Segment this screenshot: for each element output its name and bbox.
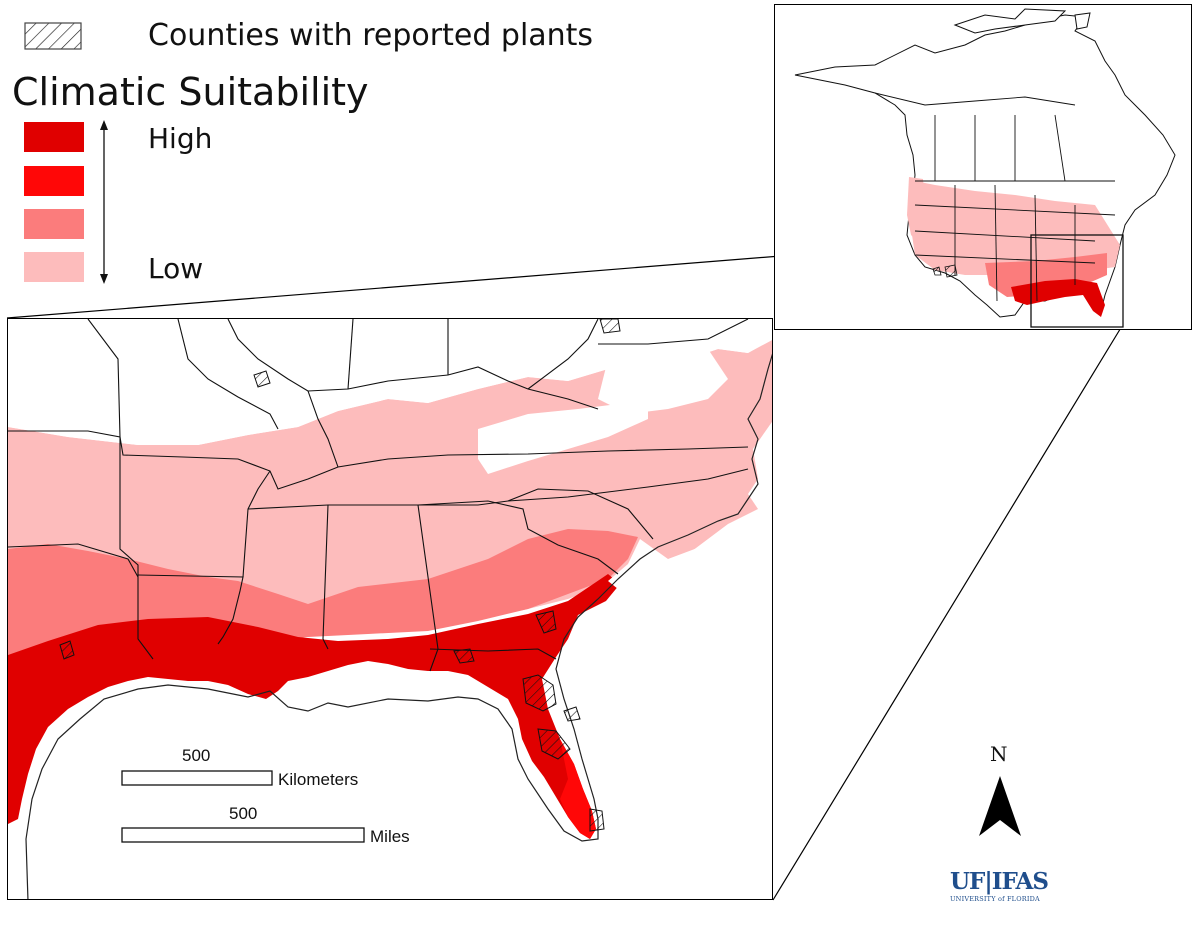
coastlines: [25, 353, 772, 899]
inset-map-canvas: [794, 8, 1176, 328]
logo-sub-text: UNIVERSITY of FLORIDA: [950, 895, 1040, 903]
uf-ifas-logo: UF|IFAS UNIVERSITY of FLORIDA: [950, 868, 1050, 908]
atlantic-ocean: [600, 474, 772, 899]
inset-extent-box: [1030, 234, 1124, 328]
reported-counties: [59, 319, 621, 832]
scale-km-unit: Kilometers: [278, 770, 359, 789]
hatch-legend-label: Counties with reported plants: [148, 18, 594, 53]
north-letter: N: [990, 742, 1008, 766]
scale-km-value: 500: [182, 746, 211, 765]
legend-swatch-low: [24, 252, 84, 282]
appalachian-gap: [478, 399, 648, 474]
inset-reported-county: [944, 264, 958, 278]
arctic-islands: [953, 8, 1067, 34]
inset-borders: [874, 92, 1116, 302]
inset-map-north-america[interactable]: [774, 4, 1192, 330]
reported-county: [563, 706, 581, 722]
unsuitable-north: [8, 319, 772, 445]
reported-county: [522, 674, 557, 712]
legend-swatch-highest: [24, 122, 84, 152]
reported-county: [599, 319, 621, 334]
virginia-gap: [598, 349, 728, 414]
scale-bar-mi: [121, 827, 365, 843]
main-map-southeast-us[interactable]: [7, 318, 773, 900]
gulf-of-mexico: [28, 687, 608, 899]
inset-reported-county: [932, 266, 942, 276]
inset-low: [909, 181, 1120, 275]
legend-gradient-arrow: [100, 120, 108, 284]
greenland-edge: [1074, 12, 1091, 30]
legend-high-label: High: [148, 122, 213, 155]
inset-highest: [1011, 279, 1105, 317]
reported-county: [453, 648, 475, 664]
north-arrow-icon: [979, 776, 1021, 836]
inset-west-coast: [907, 177, 925, 241]
hatch-legend-swatch: [24, 22, 82, 50]
legend-swatch-high: [24, 166, 84, 196]
reported-county: [253, 370, 271, 388]
legend-title: Climatic Suitability: [12, 70, 369, 114]
reported-county: [589, 808, 605, 832]
suitability-zone-highest: [8, 574, 620, 839]
suitability-zone-high: [560, 739, 596, 839]
legend-low-label: Low: [148, 252, 204, 285]
scale-bar-km: [121, 770, 273, 786]
reported-county: [537, 728, 571, 760]
reported-county: [535, 610, 557, 634]
logo-main-text: UF|IFAS: [950, 868, 1049, 895]
scale-mi-unit: Miles: [370, 827, 410, 846]
main-map-canvas: [8, 319, 772, 899]
scale-mi-value: 500: [229, 804, 258, 823]
legend-swatch-moderate: [24, 209, 84, 239]
reported-county: [59, 640, 75, 660]
